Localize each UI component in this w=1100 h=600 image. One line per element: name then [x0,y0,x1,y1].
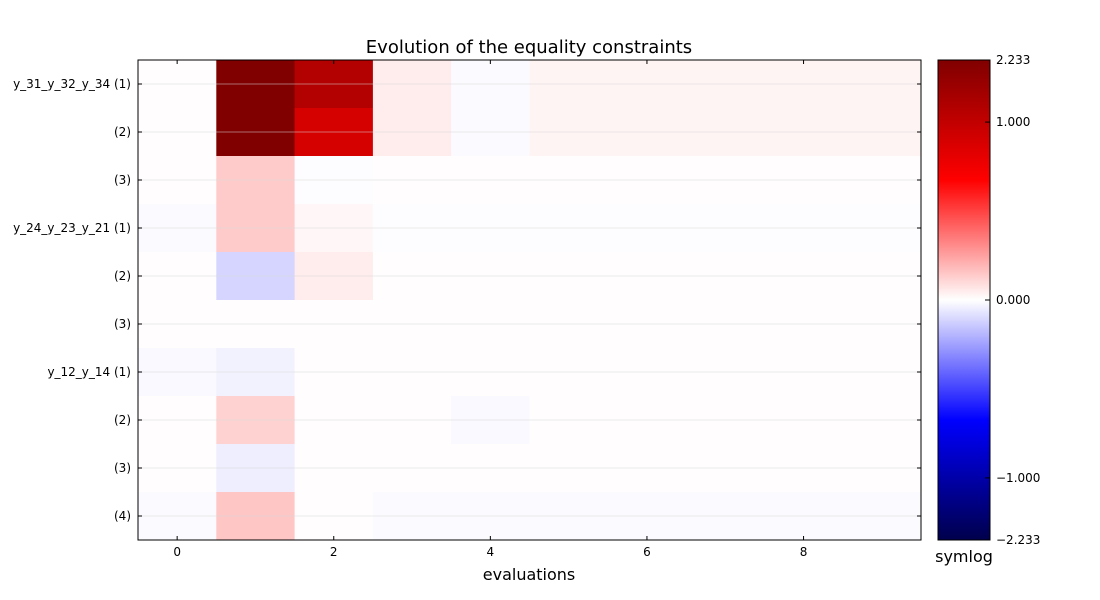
y-tick-label: y_12_y_14 (1) [47,365,131,379]
colorbar-tick-label: −2.233 [996,533,1040,547]
y-tick-label: (4) [114,509,131,523]
y-axis: y_31_y_32_y_34 (1) (2) (3) y_24_y_23_y_21 (… [13,77,921,523]
chart-title: Evolution of the equality constraints [366,37,692,58]
x-tick-label: 4 [487,545,495,559]
x-axis-label: evaluations [483,565,576,584]
colorbar-tick-label: 0.000 [996,293,1030,307]
colorbar-tick-label: −1.000 [996,471,1040,485]
y-tick-label: (2) [114,125,131,139]
x-tick-label: 8 [800,545,808,559]
y-tick-label: (2) [114,413,131,427]
x-tick-label: 6 [643,545,651,559]
colorbar-tick-label: 1.000 [996,115,1030,129]
x-tick-label: 2 [330,545,338,559]
y-tick-label: (3) [114,173,131,187]
colorbar-ticks: 2.233 1.000 0.000 −1.000 −2.233 [985,53,1040,547]
y-tick-label: (2) [114,269,131,283]
x-axis: 0 2 4 6 8 [173,60,807,559]
gridlines [138,83,921,517]
y-tick-label: (3) [114,317,131,331]
y-tick-label: y_31_y_32_y_34 (1) [13,77,131,91]
plot-frame [137,59,922,541]
colorbar-tick-label: 2.233 [996,53,1030,67]
x-tick-label: 0 [173,545,181,559]
y-tick-label: y_24_y_23_y_21 (1) [13,221,131,235]
colorbar [937,59,991,541]
colorbar-label: symlog [935,547,993,566]
y-tick-label: (3) [114,461,131,475]
